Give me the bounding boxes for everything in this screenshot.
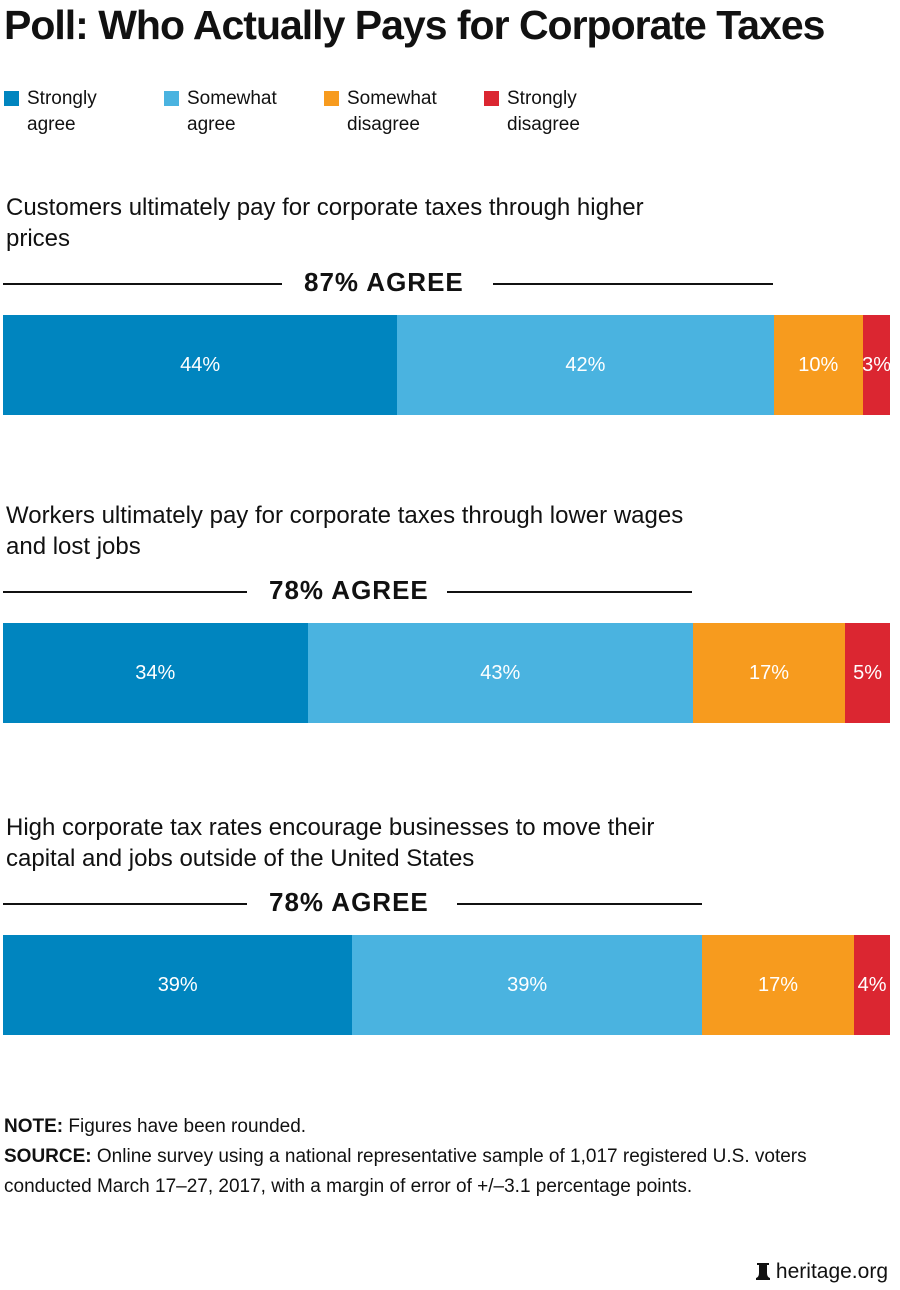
source-label: SOURCE:	[4, 1146, 92, 1167]
data-label: 5%	[853, 661, 883, 684]
data-label: 43%	[480, 661, 521, 684]
legend-swatch	[164, 91, 179, 106]
question-statement: High corporate tax rates encourage busin…	[6, 814, 655, 872]
data-label: 17%	[757, 973, 799, 996]
bar-segment-somewhat-agree: 39%	[352, 935, 702, 1035]
bar-segment-strongly-agree: 34%	[3, 623, 308, 723]
bar-segment-somewhat-disagree: 10%	[773, 315, 864, 415]
bar-segment-somewhat-agree: 43%	[307, 623, 693, 723]
bar-segment-somewhat-disagree: 17%	[692, 623, 846, 723]
source-text: Online survey using a national represent…	[4, 1146, 807, 1197]
agree-rule-left	[3, 903, 247, 905]
legend-label: Somewhat agree	[187, 88, 277, 135]
question-statement: Workers ultimately pay for corporate tax…	[6, 502, 684, 560]
note-line: NOTE: Figures have been rounded.	[4, 1112, 884, 1142]
note-label: NOTE:	[4, 1116, 64, 1137]
heritage-logo[interactable]: heritage.org	[755, 1260, 888, 1284]
source-line: SOURCE: Online survey using a national r…	[4, 1142, 884, 1202]
legend-item: Strongly disagree	[484, 86, 622, 138]
legend-swatch	[484, 91, 499, 106]
data-label: 4%	[857, 973, 887, 996]
bar-segment-somewhat-agree: 42%	[397, 315, 774, 415]
chart-title: Poll: Who Actually Pays for Corporate Ta…	[4, 2, 825, 48]
data-label: 34%	[135, 661, 176, 684]
agree-rule-right	[493, 283, 773, 285]
bar-segment-strongly-agree: 44%	[3, 315, 398, 415]
legend-label: Strongly disagree	[507, 88, 580, 135]
footnotes: NOTE: Figures have been rounded. SOURCE:…	[4, 1112, 884, 1202]
legend-item: Somewhat disagree	[324, 86, 462, 138]
bar-segment-somewhat-disagree: 17%	[701, 935, 855, 1035]
stacked-bar-chart: Customers ultimately pay for corporate t…	[3, 194, 891, 1035]
bar-segment-strongly-disagree: 3%	[862, 315, 891, 415]
agree-total-label: 87% AGREE	[304, 267, 464, 297]
legend-swatch	[324, 91, 339, 106]
bar-segment-strongly-disagree: 4%	[854, 935, 890, 1035]
bar-segment-strongly-disagree: 5%	[845, 623, 890, 723]
data-label: 39%	[507, 973, 548, 996]
agree-rule-left	[3, 591, 247, 593]
note-text: Figures have been rounded.	[63, 1116, 307, 1137]
data-label: 44%	[180, 353, 221, 376]
legend-item: Somewhat agree	[164, 86, 302, 138]
legend-label: Strongly agree	[27, 88, 97, 135]
stacked-bar: 44% 42% 10% 3%	[3, 315, 891, 415]
question-statement: Customers ultimately pay for corporate t…	[6, 194, 644, 252]
stacked-bar: 34% 43% 17% 5%	[3, 623, 890, 723]
legend-swatch	[4, 91, 19, 106]
logo-text: heritage.org	[775, 1260, 888, 1283]
data-label: 17%	[749, 661, 790, 684]
data-label: 3%	[862, 353, 891, 376]
data-label: 10%	[798, 353, 839, 376]
legend: Strongly agree Somewhat agree Somewhat d…	[4, 86, 644, 138]
data-label: 42%	[565, 353, 606, 376]
agree-rule-left	[3, 283, 282, 285]
legend-label: Somewhat disagree	[347, 88, 437, 135]
bar-segment-strongly-agree: 39%	[3, 935, 353, 1035]
data-label: 39%	[157, 973, 198, 996]
legend-item: Strongly agree	[4, 86, 142, 138]
stacked-bar: 39% 39% 17% 4%	[3, 935, 890, 1035]
liberty-bell-icon	[755, 1263, 770, 1280]
agree-rule-right	[457, 903, 702, 905]
agree-total-label: 78% AGREE	[269, 575, 429, 605]
agree-rule-right	[447, 591, 692, 593]
agree-total-label: 78% AGREE	[269, 887, 429, 917]
